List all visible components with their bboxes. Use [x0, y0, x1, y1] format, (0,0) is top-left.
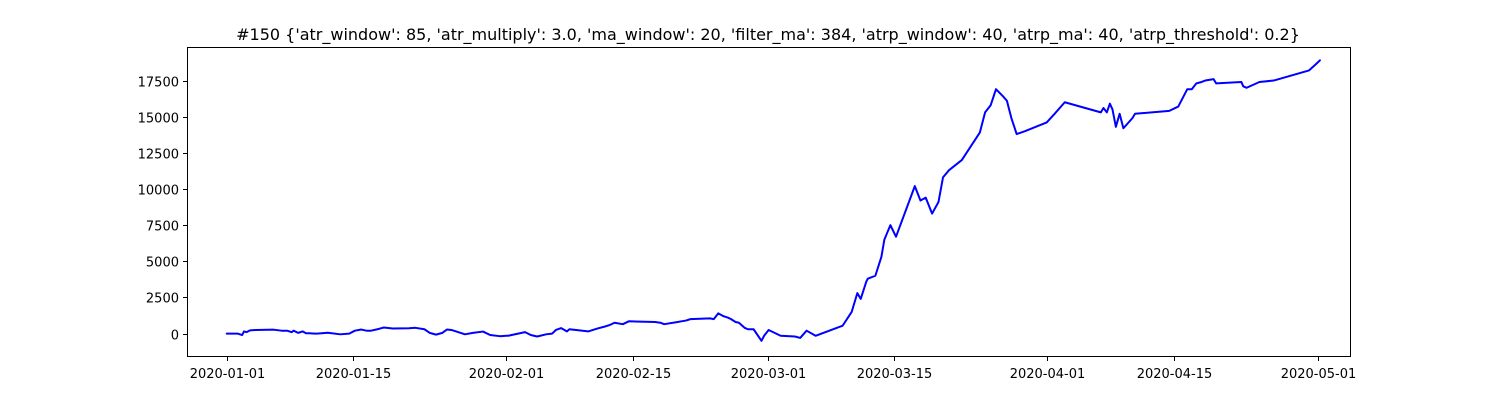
x-tick-label: 2020-04-01	[1010, 367, 1086, 382]
y-tick-label: 5000	[146, 256, 179, 271]
y-tick-label: 10000	[138, 184, 179, 199]
y-tick-label: 12500	[138, 148, 179, 163]
axes-frame	[187, 47, 1351, 357]
chart-title: #150 {'atr_window': 85, 'atr_multiply': …	[236, 25, 1300, 45]
x-axis: 2020-01-01 2020-01-15 2020-02-01 2020-02-15…	[190, 356, 1357, 382]
y-tick-label: 2500	[146, 292, 179, 307]
y-axis: 0 2500 5000 7500 10000 12500 15000 17500	[138, 76, 188, 344]
x-tick-label: 2020-01-15	[316, 367, 392, 382]
y-tick-label: 17500	[138, 76, 179, 91]
series-line-0	[225, 59, 1321, 342]
x-tick-label: 2020-05-01	[1281, 367, 1357, 382]
x-tick-label: 2020-03-15	[857, 367, 933, 382]
x-tick-label: 2020-04-15	[1137, 367, 1213, 382]
x-tick-label: 2020-02-01	[469, 367, 545, 382]
y-tick-label: 15000	[138, 112, 179, 127]
x-tick-label: 2020-03-01	[731, 367, 807, 382]
y-tick-label: 7500	[146, 220, 179, 235]
x-tick-label: 2020-01-01	[190, 367, 266, 382]
x-tick-label: 2020-02-15	[596, 367, 672, 382]
y-tick-label: 0	[171, 329, 179, 344]
plot-area	[225, 59, 1321, 342]
